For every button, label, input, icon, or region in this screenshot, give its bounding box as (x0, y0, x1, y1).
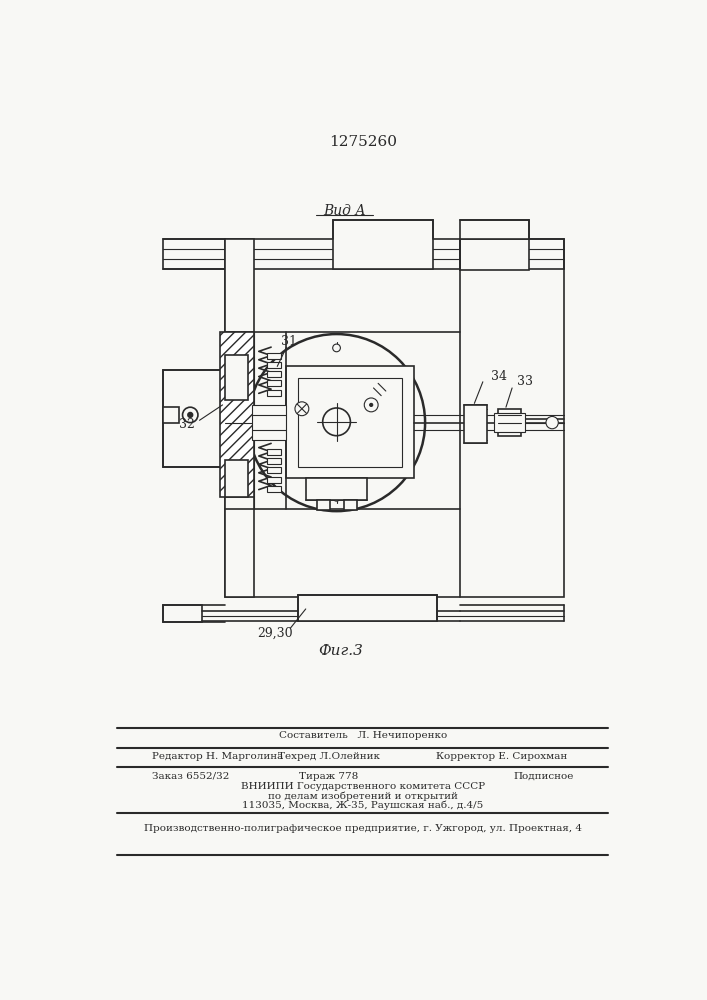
Bar (163, 239, 225, 269)
Bar (267, 449, 281, 455)
Bar (225, 355, 248, 400)
Bar (225, 239, 254, 597)
Text: Фиг.3: Фиг.3 (318, 644, 363, 658)
Bar (305, 478, 368, 500)
Bar (460, 220, 529, 239)
Bar (298, 595, 437, 620)
Text: Заказ 6552/32: Заказ 6552/32 (152, 772, 229, 781)
Text: ВНИИПИ Государственного комитета СССР: ВНИИПИ Государственного комитета СССР (240, 782, 485, 791)
Circle shape (182, 407, 198, 423)
Bar (267, 362, 281, 368)
Text: Составитель   Л. Нечипоренко: Составитель Л. Нечипоренко (279, 732, 447, 740)
Bar (267, 477, 281, 483)
Text: 29,30: 29,30 (257, 627, 293, 640)
Circle shape (248, 334, 425, 511)
Text: Редактор Н. Марголина: Редактор Н. Марголина (152, 752, 283, 761)
Text: по делам изобретений и открытий: по делам изобретений и открытий (268, 791, 457, 801)
Circle shape (370, 403, 373, 406)
Text: Корректор Е. Сирохман: Корректор Е. Сирохман (436, 752, 568, 761)
Bar (225, 460, 248, 497)
Bar (267, 467, 281, 473)
Circle shape (333, 344, 340, 352)
Text: Техред Л.Олейник: Техред Л.Олейник (278, 752, 380, 761)
Circle shape (188, 413, 192, 417)
Text: Подписное: Подписное (514, 772, 574, 781)
Bar (267, 380, 281, 386)
Bar (225, 239, 563, 597)
Bar (464, 405, 486, 443)
Bar (163, 407, 179, 423)
Text: Тираж 778: Тираж 778 (299, 772, 358, 781)
Circle shape (546, 416, 559, 429)
Bar (252, 405, 286, 440)
Bar (267, 353, 281, 359)
Bar (460, 239, 529, 270)
Bar (267, 458, 281, 464)
Circle shape (322, 408, 351, 436)
Text: 31: 31 (281, 335, 297, 348)
Bar (163, 605, 201, 622)
Bar (498, 409, 521, 436)
Bar (267, 371, 281, 377)
Text: 113035, Москва, Ж-35, Раушская наб., д.4/5: 113035, Москва, Ж-35, Раушская наб., д.4… (242, 801, 484, 810)
Text: 33: 33 (518, 375, 534, 388)
Text: 34: 34 (491, 370, 506, 383)
Bar (317, 500, 329, 510)
Text: Производственно-полиграфическое предприятие, г. Ужгород, ул. Проектная, 4: Производственно-полиграфическое предприя… (144, 824, 582, 833)
Bar (267, 486, 281, 492)
Circle shape (333, 493, 340, 501)
Bar (333, 220, 433, 269)
Bar (163, 370, 225, 466)
Bar (267, 389, 281, 396)
Bar (219, 332, 254, 497)
Bar (298, 378, 402, 466)
Bar (344, 500, 356, 510)
Text: 32: 32 (179, 418, 194, 431)
Text: Вид А: Вид А (323, 204, 366, 218)
Text: 1275260: 1275260 (329, 135, 397, 149)
Circle shape (364, 398, 378, 412)
Bar (286, 366, 414, 478)
Circle shape (295, 402, 309, 416)
Bar (494, 413, 525, 432)
